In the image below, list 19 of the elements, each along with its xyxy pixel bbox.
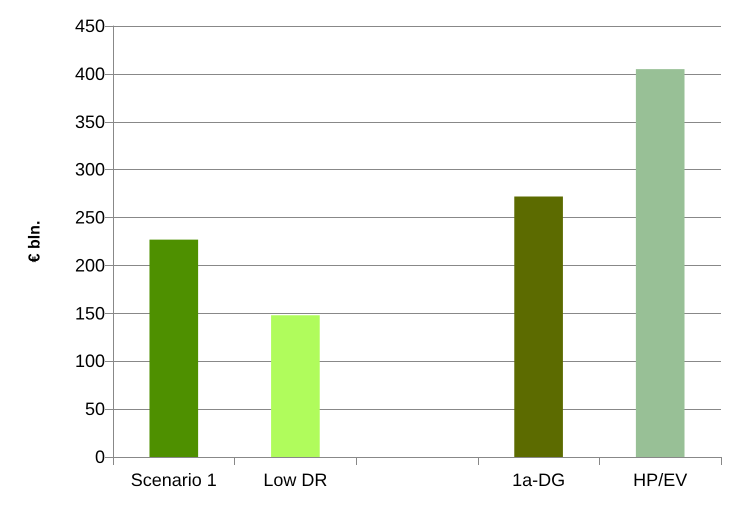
y-tick-label: 300 (74, 160, 105, 180)
bar (636, 69, 685, 457)
y-tick-label: 100 (74, 351, 105, 372)
bar (149, 240, 198, 457)
y-tick-label: 250 (74, 208, 105, 228)
x-tick-label: 1a-DG (512, 470, 566, 490)
bar (271, 315, 320, 457)
x-tick-label: HP/EV (633, 470, 688, 490)
y-tick-label: 150 (74, 303, 105, 324)
y-tick-label: 200 (74, 255, 105, 276)
y-axis-title: € bln. (26, 220, 44, 262)
x-tick-label: Scenario 1 (130, 470, 217, 490)
y-tick-label: 450 (74, 16, 105, 36)
y-tick-label: 400 (74, 64, 105, 84)
y-tick-label: 50 (84, 399, 105, 420)
bar (514, 196, 563, 457)
y-tick-label: 0 (94, 447, 105, 467)
x-tick-label: Low DR (263, 470, 328, 490)
y-tick-label: 350 (74, 112, 105, 132)
